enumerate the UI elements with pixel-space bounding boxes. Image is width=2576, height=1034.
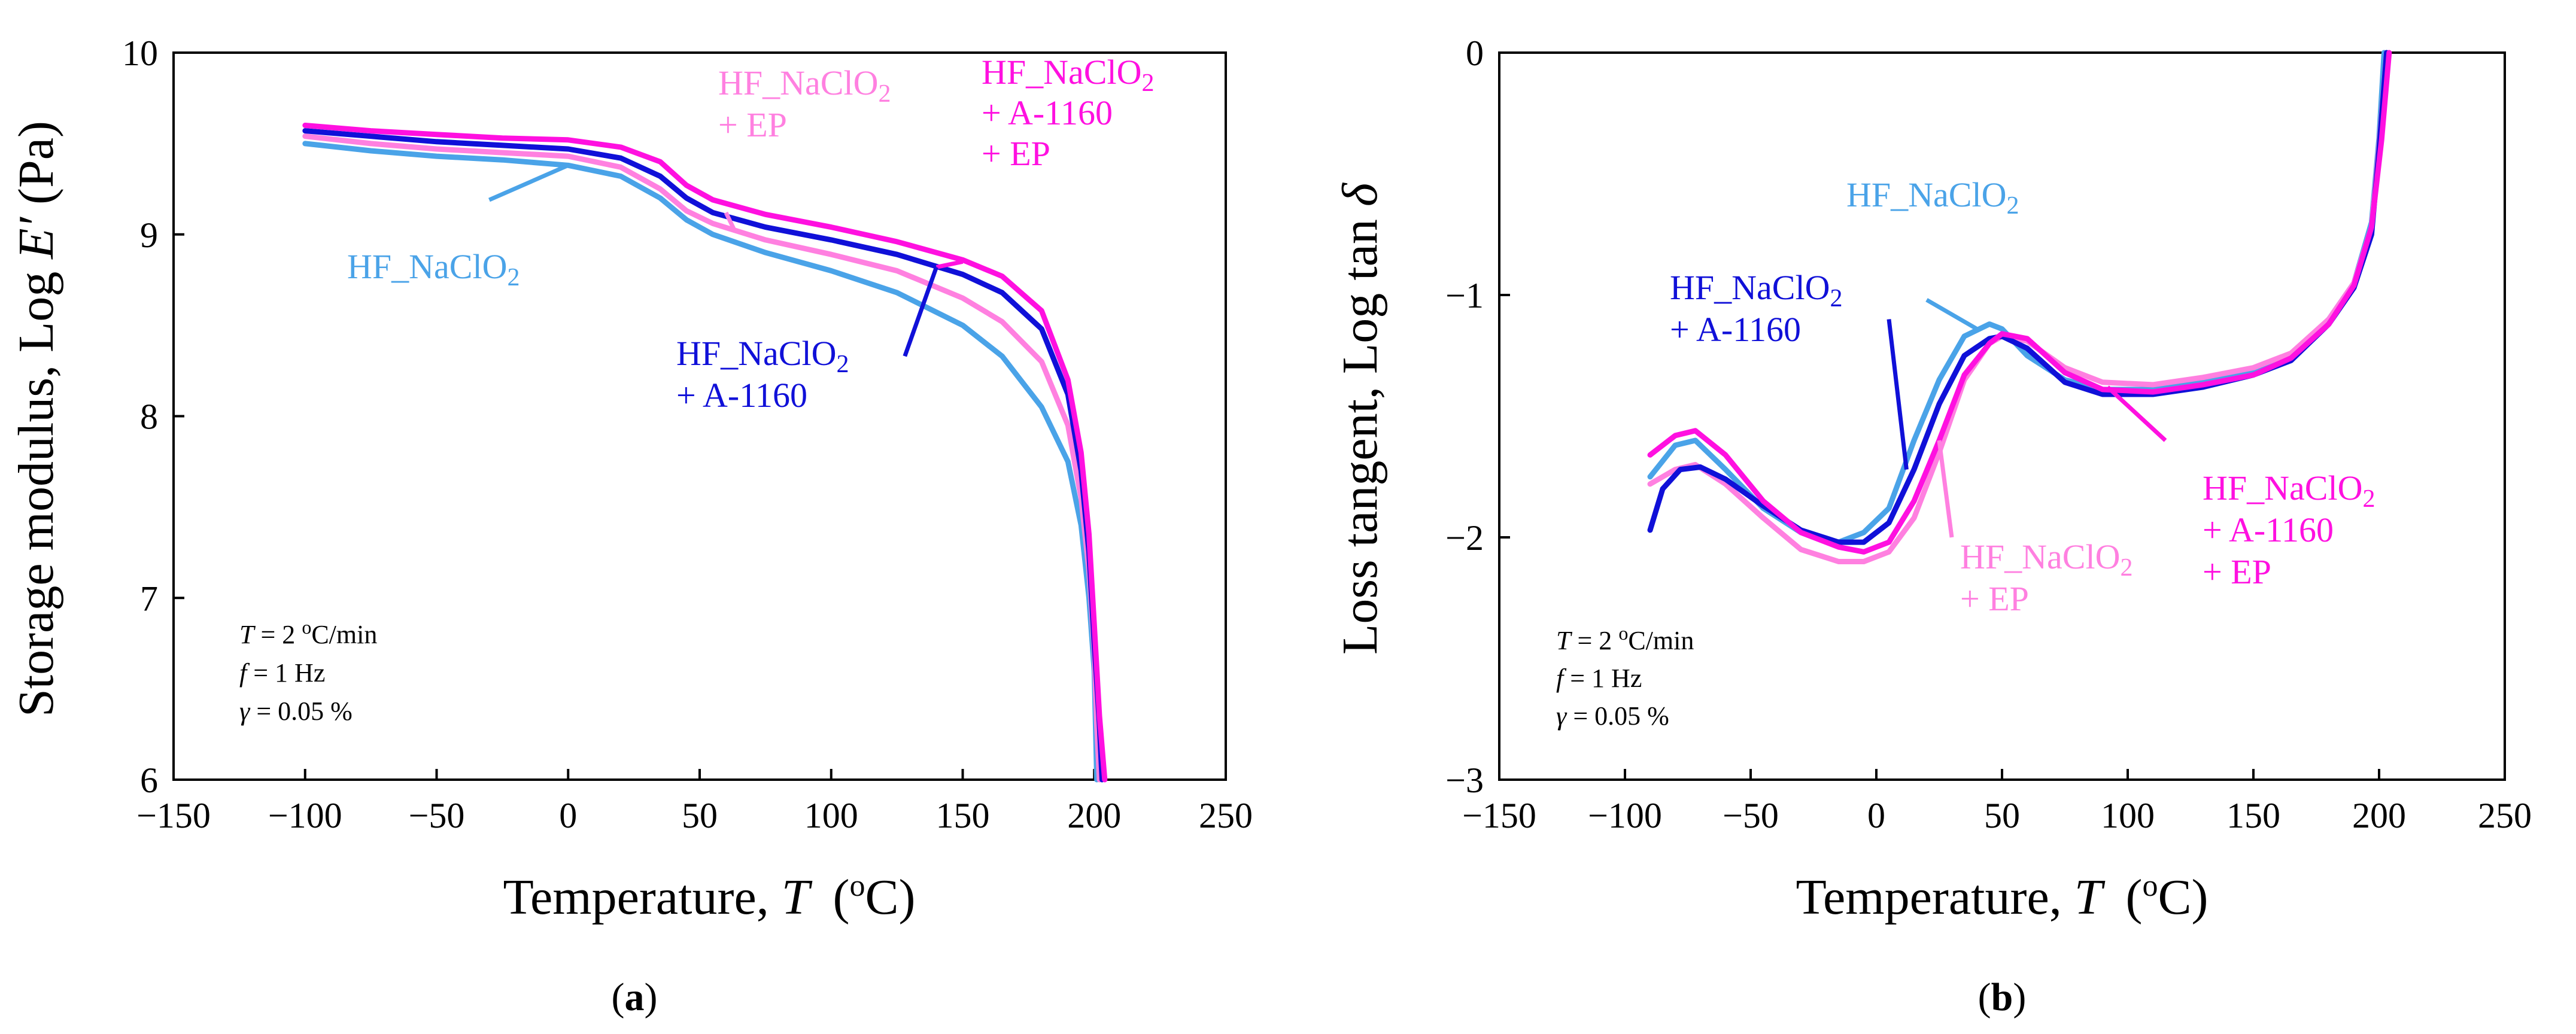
y-axis-title-b: Loss tangent, Log tan δ (1332, 182, 1388, 655)
x-tick-label: 250 (2478, 796, 2532, 835)
panel-b: −3 −2 −1 0 −150 −100 −50 0 50 100 150 200 250 Loss … (1332, 34, 2532, 1019)
x-label-b: Temperature, (1796, 869, 2062, 925)
x-tick-label: −150 (136, 796, 211, 835)
y-tick-label: 8 (140, 397, 158, 437)
y-tick-label: 9 (140, 215, 158, 255)
plot-frame-b (1498, 51, 2506, 781)
y-label-a: Storage modulus, Log (8, 272, 64, 717)
condition-freq-b: f = 1 Hz (1556, 664, 1642, 693)
x-tick-label: 150 (2226, 796, 2280, 835)
x-tick-label: 50 (682, 796, 718, 835)
x-unit-close-b: C) (2158, 869, 2208, 925)
x-tick-label: −100 (268, 796, 342, 835)
x-tick-label: 100 (2101, 796, 2155, 835)
y-axis-title-a: Storage modulus, Log E′ (Pa) (8, 121, 64, 717)
condition-strain-a: γ = 0.05 % (239, 697, 353, 726)
x-tick-label: −50 (1723, 796, 1779, 835)
annotation-leader (1887, 319, 1909, 470)
condition-freq-a: f = 1 Hz (239, 658, 325, 688)
annotation-b-hf-a1160: HF_NaClO2 + A-1160 (1670, 268, 1851, 349)
annotation-leader (488, 163, 569, 202)
condition-rate-b: T = 2 oC/min (1556, 622, 1694, 655)
y-label-b: Loss tangent, Log tan (1332, 219, 1388, 655)
x-unit-close-a: C) (865, 869, 915, 925)
panel-label-a: (a) (612, 975, 658, 1019)
y-tick-label: 6 (140, 761, 158, 800)
series-line (1647, 50, 2392, 555)
condition-rate-a: T = 2 oC/min (239, 616, 377, 649)
annotation-leader (1925, 298, 1978, 331)
x-var-a: T (782, 869, 813, 925)
y-tick-label: 0 (1466, 34, 1484, 73)
x-tick-label: −100 (1588, 796, 1662, 835)
annotation-a-hf-a1160: HF_NaClO2 + A-1160 (676, 334, 858, 415)
condition-strain-b: γ = 0.05 % (1556, 701, 1669, 731)
x-var-b: T (2074, 869, 2106, 925)
annotation-leader (935, 259, 964, 269)
panel-a: 6 7 8 9 10 −150 −100 −50 0 50 100 150 200 250 Storag… (8, 34, 1253, 1019)
annotation-b-hf-a1160-ep: HF_NaClO2 + A-1160 + EP (2203, 469, 2384, 591)
y-tick-label: −2 (1445, 518, 1484, 558)
x-axis-title-b: Temperature, T (oC) (1796, 869, 2209, 925)
x-tick-label: −150 (1462, 796, 1536, 835)
series-line (302, 141, 1100, 783)
y-tick-label: −1 (1445, 276, 1484, 315)
annotation-leader (724, 211, 736, 230)
x-unit-sup-a: o (849, 869, 865, 903)
y-tick-label: −3 (1445, 761, 1484, 800)
x-tick-label: 150 (936, 796, 990, 835)
series-line (302, 133, 1102, 783)
series-line (302, 123, 1108, 783)
y-unit-a: (Pa) (8, 121, 64, 205)
y-var-a: E′ (8, 216, 64, 259)
x-tick-label: 0 (559, 796, 577, 835)
panel-label-b: (b) (1978, 975, 2027, 1019)
annotation-leader (1937, 440, 1954, 538)
x-tick-label: 250 (1199, 796, 1253, 835)
x-label-a: Temperature, (503, 869, 769, 925)
annotation-a-hf: HF_NaClO2 (347, 247, 520, 291)
x-tick-label: 200 (2352, 796, 2406, 835)
x-axis-title-a: Temperature, T (oC) (503, 869, 916, 925)
x-tick-label: −50 (409, 796, 465, 835)
annotation-b-hf-ep: HF_NaClO2 + EP (1960, 537, 2141, 618)
x-unit-sup-b: o (2142, 869, 2158, 903)
annotation-leader (903, 266, 938, 357)
x-unit-open-a: ( (833, 869, 849, 925)
annotation-leader (2106, 385, 2167, 442)
x-tick-label: 200 (1067, 796, 1121, 835)
annotation-a-hf-a1160-ep: HF_NaClO2 + A-1160 + EP (982, 53, 1163, 173)
annotation-b-hf: HF_NaClO2 (1846, 175, 2019, 220)
plot-frame-a (172, 51, 1227, 781)
x-unit-open-b: ( (2125, 869, 2142, 925)
x-tick-label: 100 (804, 796, 858, 835)
x-tick-label: 0 (1867, 796, 1885, 835)
y-tick-label: 10 (122, 34, 158, 73)
y-var-b: δ (1332, 182, 1388, 206)
y-tick-label: 7 (140, 579, 158, 618)
annotation-a-hf-ep: HF_NaClO2 + EP (718, 63, 900, 144)
x-tick-label: 50 (1984, 796, 2020, 835)
